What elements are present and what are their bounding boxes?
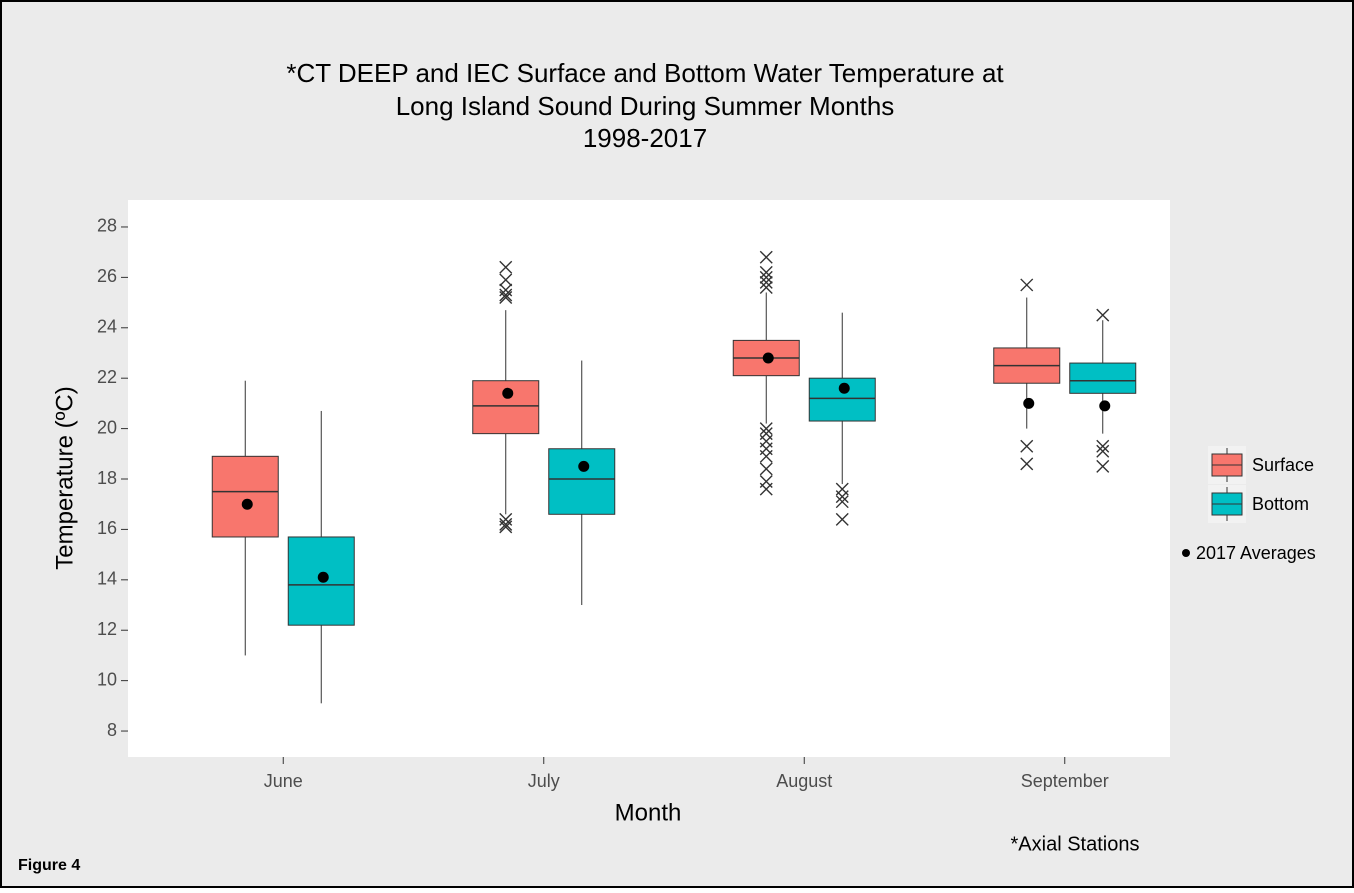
- x-tick-label: September: [1021, 771, 1109, 791]
- outlier: [759, 422, 773, 436]
- box: [548, 448, 616, 515]
- outlier: [759, 250, 773, 264]
- outlier: [835, 482, 849, 496]
- average-point: [1023, 397, 1035, 409]
- outlier: [759, 427, 773, 441]
- legend-label: Surface: [1252, 455, 1314, 475]
- box: [211, 455, 279, 538]
- y-tick-label: 8: [107, 720, 117, 740]
- chart-title: Long Island Sound During Summer Months: [396, 91, 895, 121]
- outlier: [499, 283, 513, 297]
- y-tick-label: 20: [97, 417, 117, 437]
- legend-average-label: 2017 Averages: [1196, 543, 1316, 563]
- figure-label: Figure 4: [18, 857, 80, 874]
- chart-title: 1998-2017: [583, 123, 707, 153]
- outlier: [1096, 459, 1110, 473]
- outlier: [759, 265, 773, 279]
- average-point: [762, 352, 774, 364]
- average-point: [241, 498, 253, 510]
- legend-label: Bottom: [1252, 494, 1309, 514]
- y-axis-label: Temperature (ºC): [51, 386, 78, 569]
- outlier: [759, 270, 773, 284]
- outlier: [1096, 444, 1110, 458]
- y-tick-label: 28: [97, 216, 117, 236]
- y-tick-label: 12: [97, 619, 117, 639]
- outlier: [759, 280, 773, 294]
- outlier: [759, 275, 773, 289]
- outlier: [759, 462, 773, 476]
- note: *Axial Stations: [1011, 833, 1140, 855]
- average-point: [1099, 400, 1111, 412]
- y-tick-label: 18: [97, 468, 117, 488]
- outlier: [1096, 439, 1110, 453]
- outlier: [1096, 308, 1110, 322]
- outlier: [1020, 457, 1034, 471]
- outlier: [499, 260, 513, 274]
- outlier: [835, 512, 849, 526]
- average-point: [578, 460, 590, 472]
- y-tick-label: 16: [97, 518, 117, 538]
- outlier: [759, 475, 773, 489]
- box: [1069, 362, 1137, 394]
- x-axis-label: Month: [615, 799, 682, 826]
- legend-average-key: [1182, 549, 1190, 557]
- outlier: [499, 517, 513, 531]
- outlier: [1020, 439, 1034, 453]
- y-tick-label: 26: [97, 266, 117, 286]
- x-tick-label: June: [264, 771, 303, 791]
- y-tick-label: 22: [97, 367, 117, 387]
- y-tick-label: 14: [97, 569, 117, 589]
- average-point: [317, 571, 329, 583]
- average-point: [502, 387, 514, 399]
- chart-title: *CT DEEP and IEC Surface and Bottom Wate…: [286, 58, 1004, 88]
- outlier: [1020, 278, 1034, 292]
- outlier: [499, 288, 513, 302]
- outlier: [499, 512, 513, 526]
- outlier: [835, 495, 849, 509]
- y-tick-label: 10: [97, 669, 117, 689]
- x-tick-label: July: [528, 771, 560, 791]
- outlier: [499, 273, 513, 287]
- y-tick-label: 24: [97, 317, 117, 337]
- average-point: [838, 382, 850, 394]
- x-tick-label: August: [776, 771, 832, 791]
- plot-panel: [128, 200, 1170, 757]
